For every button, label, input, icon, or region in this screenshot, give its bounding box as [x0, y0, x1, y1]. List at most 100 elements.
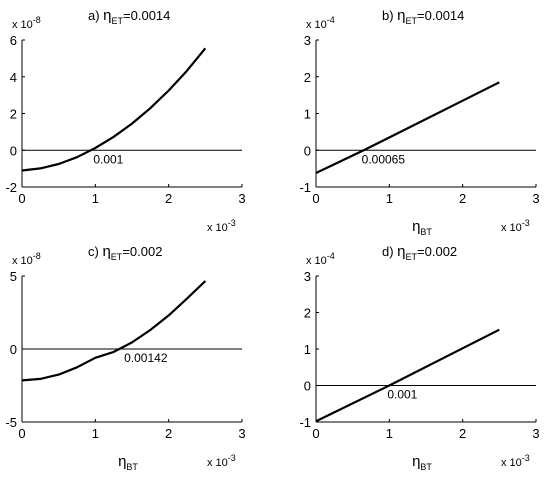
y-multiplier: x 10-8 — [12, 15, 41, 31]
x-tick-label: 1 — [92, 426, 99, 441]
eta-symbol: η — [397, 7, 405, 24]
y-multiplier: x 10-8 — [12, 251, 41, 267]
y-tick-label: 3 — [304, 269, 311, 284]
x-tick-label: 2 — [165, 191, 172, 206]
panel-label: a) — [88, 8, 103, 23]
y-multiplier-exp: -8 — [33, 15, 41, 25]
eta-symbol: η — [412, 218, 420, 235]
y-tick-label: 1 — [304, 342, 311, 357]
x-axis-label-subscript: BT — [420, 227, 432, 237]
x-multiplier-exp: -3 — [228, 453, 236, 463]
x-tick-label: 2 — [165, 426, 172, 441]
x-tick-label: 3 — [238, 426, 245, 441]
y-multiplier-base: x 10 — [12, 255, 33, 267]
panel-title: a) ηET=0.0014 — [88, 7, 170, 26]
eta-symbol: η — [118, 453, 126, 470]
y-multiplier-base: x 10 — [306, 19, 327, 31]
title-value: =0.002 — [122, 244, 162, 259]
title-subscript: ET — [112, 16, 124, 26]
y-tick-label: 2 — [304, 306, 311, 321]
x-tick-label: 2 — [459, 191, 466, 206]
y-multiplier-base: x 10 — [306, 255, 327, 267]
title-subscript: ET — [406, 16, 418, 26]
x-multiplier-base: x 10 — [207, 457, 228, 469]
y-tick-label: 2 — [10, 107, 17, 122]
x-axis-label: ηBT — [412, 218, 432, 237]
eta-symbol: η — [412, 453, 420, 470]
title-subscript: ET — [406, 252, 418, 262]
x-multiplier-exp: -3 — [522, 218, 530, 228]
y-tick-label: 0 — [10, 143, 17, 158]
title-value: =0.0014 — [417, 8, 464, 23]
x-tick-label: 3 — [238, 191, 245, 206]
eta-symbol: η — [397, 243, 405, 260]
x-multiplier-base: x 10 — [501, 457, 522, 469]
y-multiplier-exp: -4 — [327, 15, 335, 25]
panel-label: b) — [382, 8, 397, 23]
x-axis-label-subscript: BT — [420, 462, 432, 472]
y-tick-label: 0 — [304, 143, 311, 158]
x-multiplier: x 10-3 — [501, 218, 530, 234]
crossing-annotation: 0.001 — [387, 388, 417, 402]
title-subscript: ET — [111, 252, 123, 262]
crossing-annotation: 0.00065 — [362, 152, 406, 166]
x-tick-label: 0 — [312, 426, 319, 441]
crossing-annotation: 0.00142 — [124, 351, 168, 365]
panel-label: d) — [382, 244, 397, 259]
y-tick-label: -2 — [5, 180, 17, 195]
x-multiplier-base: x 10 — [501, 222, 522, 234]
series-line — [315, 81, 500, 174]
y-multiplier-exp: -4 — [327, 251, 335, 261]
y-multiplier-exp: -8 — [33, 251, 41, 261]
x-axis-label: ηBT — [412, 453, 432, 472]
y-tick-label: 6 — [10, 33, 17, 48]
y-tick-label: -1 — [299, 180, 311, 195]
panel-title: c) ηET=0.002 — [88, 243, 162, 262]
panel-title: d) ηET=0.002 — [382, 243, 457, 262]
panel-title: b) ηET=0.0014 — [382, 7, 464, 26]
x-tick-label: 0 — [18, 426, 25, 441]
y-tick-label: -5 — [5, 415, 17, 430]
x-tick-label: 0 — [312, 191, 319, 206]
y-tick-label: 0 — [304, 379, 311, 394]
y-tick-label: 2 — [304, 70, 311, 85]
x-tick-label: 1 — [92, 191, 99, 206]
title-value: =0.0014 — [123, 8, 170, 23]
y-multiplier-base: x 10 — [12, 19, 33, 31]
y-tick-label: 4 — [10, 70, 17, 85]
x-multiplier-exp: -3 — [522, 453, 530, 463]
x-tick-label: 1 — [386, 426, 393, 441]
y-tick-label: 3 — [304, 33, 311, 48]
panel-label: c) — [88, 244, 102, 259]
x-axis-label: ηBT — [118, 453, 138, 472]
x-multiplier-base: x 10 — [207, 222, 228, 234]
x-tick-label: 2 — [459, 426, 466, 441]
x-multiplier: x 10-3 — [501, 453, 530, 469]
series-line — [315, 328, 500, 423]
x-multiplier: x 10-3 — [207, 218, 236, 234]
eta-symbol: η — [103, 7, 111, 24]
eta-symbol: η — [102, 243, 110, 260]
x-tick-label: 3 — [532, 191, 539, 206]
x-tick-label: 3 — [532, 426, 539, 441]
y-multiplier: x 10-4 — [306, 15, 335, 31]
x-tick-label: 1 — [386, 191, 393, 206]
title-value: =0.002 — [417, 244, 457, 259]
series-line — [21, 47, 207, 172]
y-multiplier: x 10-4 — [306, 251, 335, 267]
x-multiplier-exp: -3 — [228, 218, 236, 228]
crossing-annotation: 0.001 — [93, 152, 123, 166]
series-line — [21, 280, 207, 382]
x-axis-label-subscript: BT — [126, 462, 138, 472]
y-tick-label: 0 — [10, 342, 17, 357]
x-multiplier: x 10-3 — [207, 453, 236, 469]
y-tick-label: 5 — [10, 269, 17, 284]
y-tick-label: 1 — [304, 107, 311, 122]
y-tick-label: -1 — [299, 415, 311, 430]
x-tick-label: 0 — [18, 191, 25, 206]
